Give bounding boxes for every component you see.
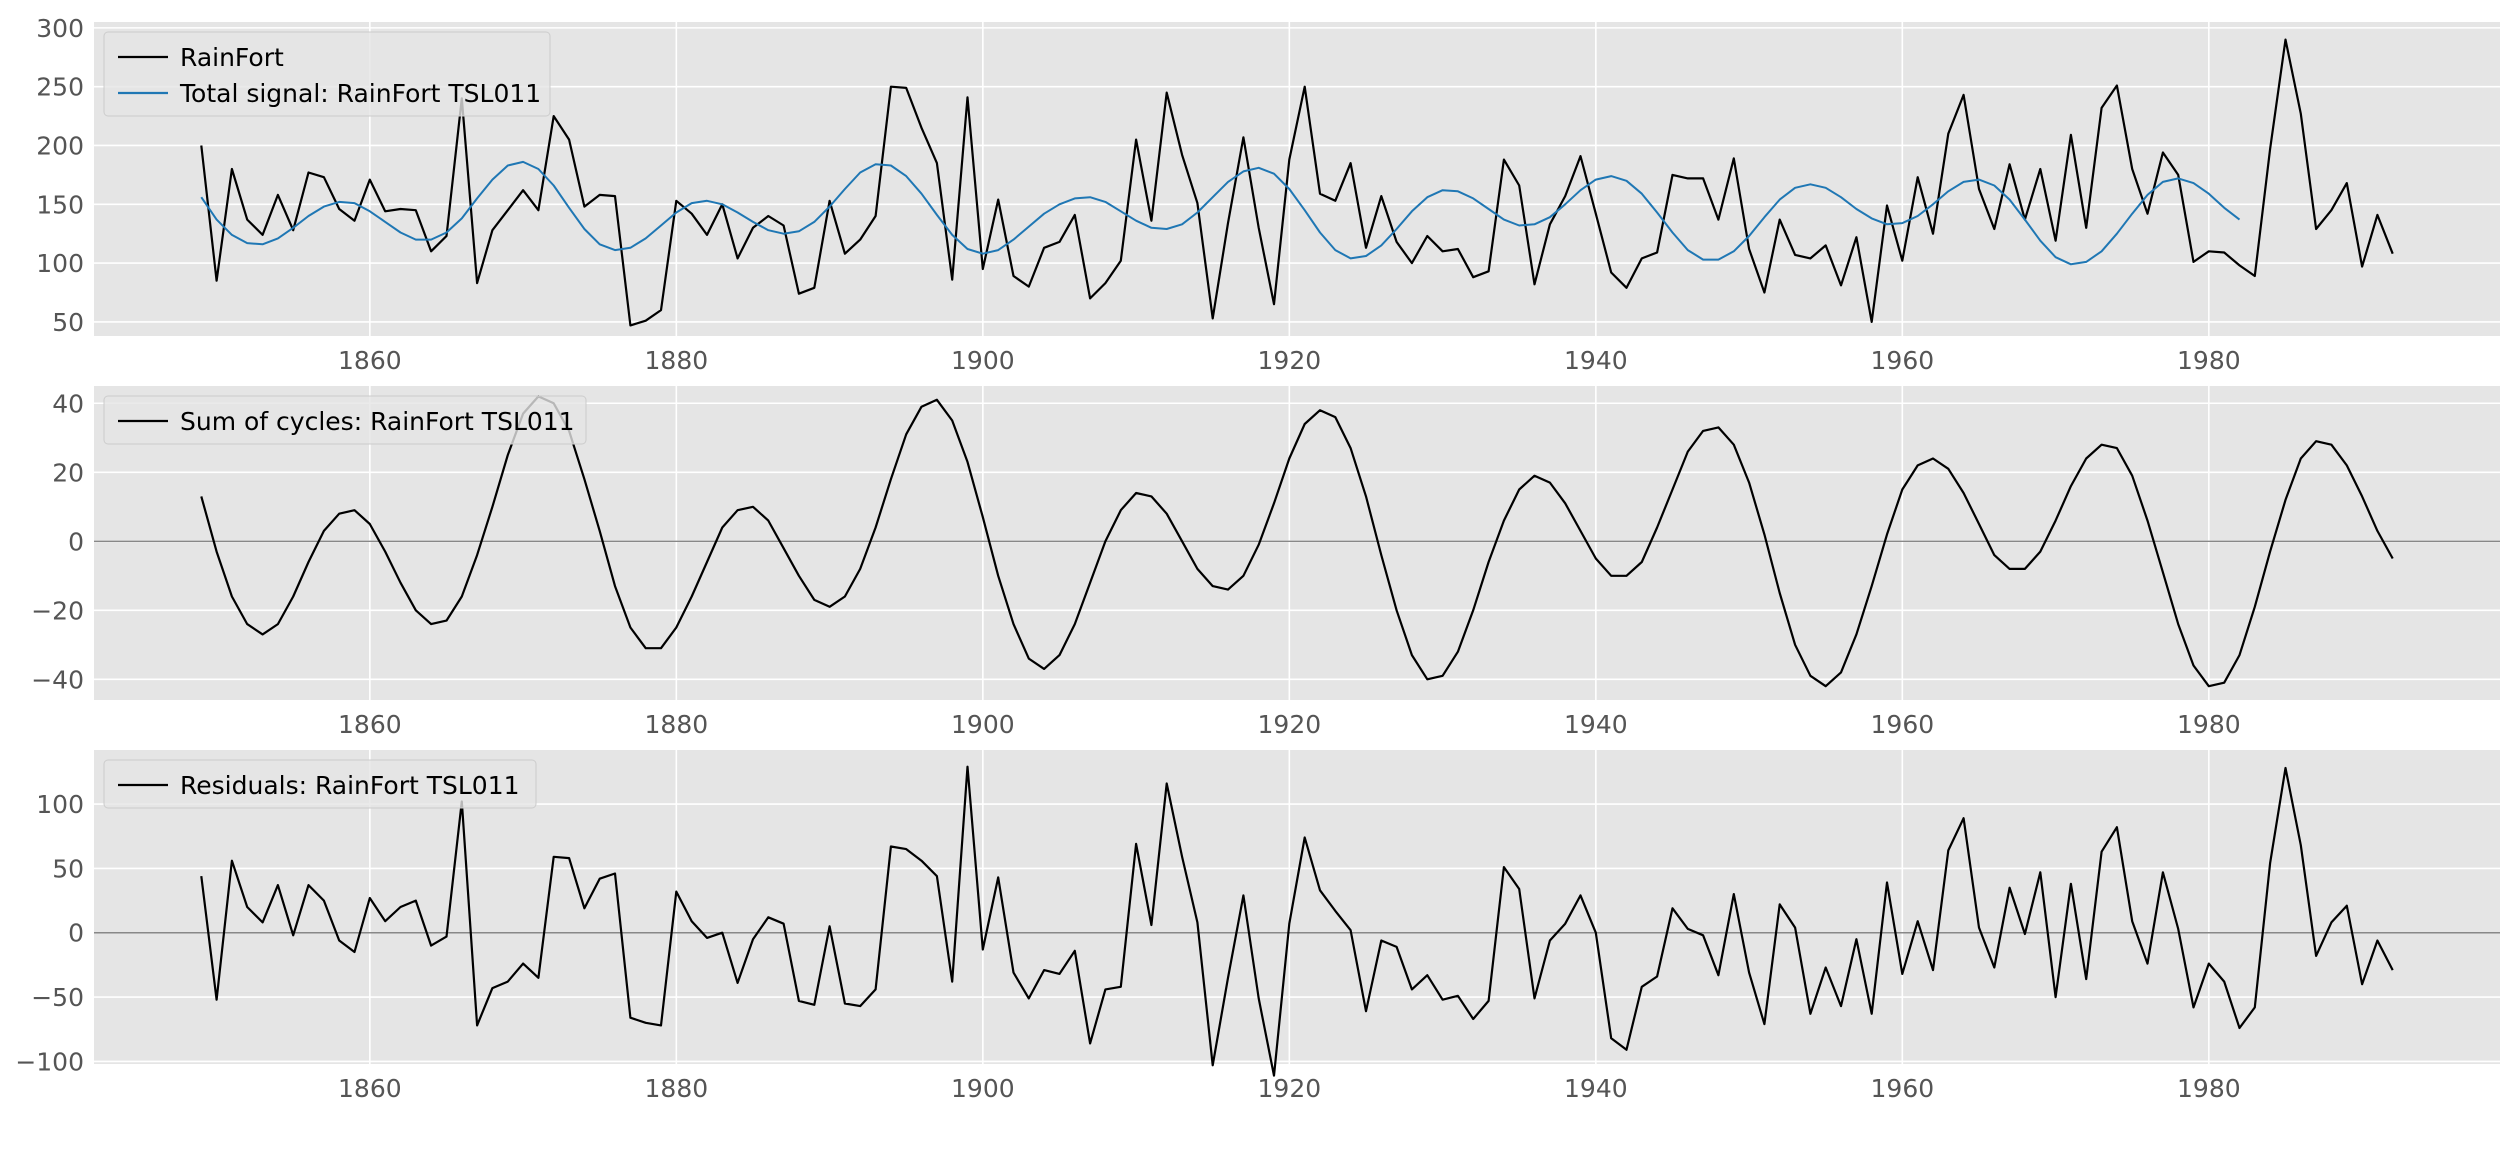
panel-sum-of-cycles: 1860 1880 1900 1920 1940 1960 1980 −40 −20 0 20 40 S… [31,386,2500,739]
y-tick-label: 20 [52,458,84,487]
x-tick-label: 1900 [951,1074,1015,1103]
y-tick-label: 100 [36,249,84,278]
x-tick-label: 1920 [1258,710,1322,739]
x-tick-label: 1980 [2177,710,2241,739]
legend [103,395,587,445]
y-tick-label: −50 [31,983,84,1012]
y-tick-label: 50 [52,308,84,337]
legend [103,31,551,117]
y-tick-label: 50 [52,854,84,883]
series-line-1 [200,38,2394,327]
x-tick-label: 1940 [1564,346,1628,375]
y-tick-label: 250 [36,73,84,102]
x-tick-label: 1980 [2177,346,2241,375]
y-tick-label: −40 [31,665,84,694]
x-tick-label: 1980 [2177,1074,2241,1103]
y-tick-label: −20 [31,596,84,625]
y-tick-label: −100 [15,1047,84,1076]
x-tick-label: 1880 [645,710,709,739]
legend-label: Residuals: RainFort TSL011 [180,771,520,800]
x-tick-label: 1940 [1564,710,1628,739]
x-tick-label: 1900 [951,710,1015,739]
x-tick-label: 1860 [338,710,402,739]
x-tick-label: 1880 [645,1074,709,1103]
legend [103,759,537,809]
y-tick-label: 40 [52,389,84,418]
x-tick-label: 1960 [1871,1074,1935,1103]
y-tick-label: 100 [36,790,84,819]
x-tick-label: 1960 [1871,346,1935,375]
y-tick-label: 150 [36,190,84,219]
legend-label: Sum of cycles: RainFort TSL011 [180,407,575,436]
x-tick-label: 1940 [1564,1074,1628,1103]
x-tick-label: 1920 [1258,346,1322,375]
y-tick-label: 200 [36,131,84,160]
legend-label: Total signal: RainFort TSL011 [179,79,541,108]
series-line-1 [200,765,2394,1077]
x-tick-label: 1900 [951,346,1015,375]
x-tick-label: 1860 [338,346,402,375]
y-tick-label: 0 [68,919,84,948]
x-tick-label: 1860 [338,1074,402,1103]
panel-residuals: 1860 1880 1900 1920 1940 1960 1980 −100 −50 0 50 10… [15,750,2500,1103]
x-tick-label: 1920 [1258,1074,1322,1103]
legend-label: RainFort [180,43,284,72]
y-tick-label: 300 [36,14,84,43]
panel-total-signal: 1860 1880 1900 1920 1940 1960 1980 50 100 150 200 2… [36,14,2500,375]
y-tick-label: 0 [68,527,84,556]
x-tick-label: 1880 [645,346,709,375]
x-tick-label: 1960 [1871,710,1935,739]
series-line-2 [200,160,2241,266]
